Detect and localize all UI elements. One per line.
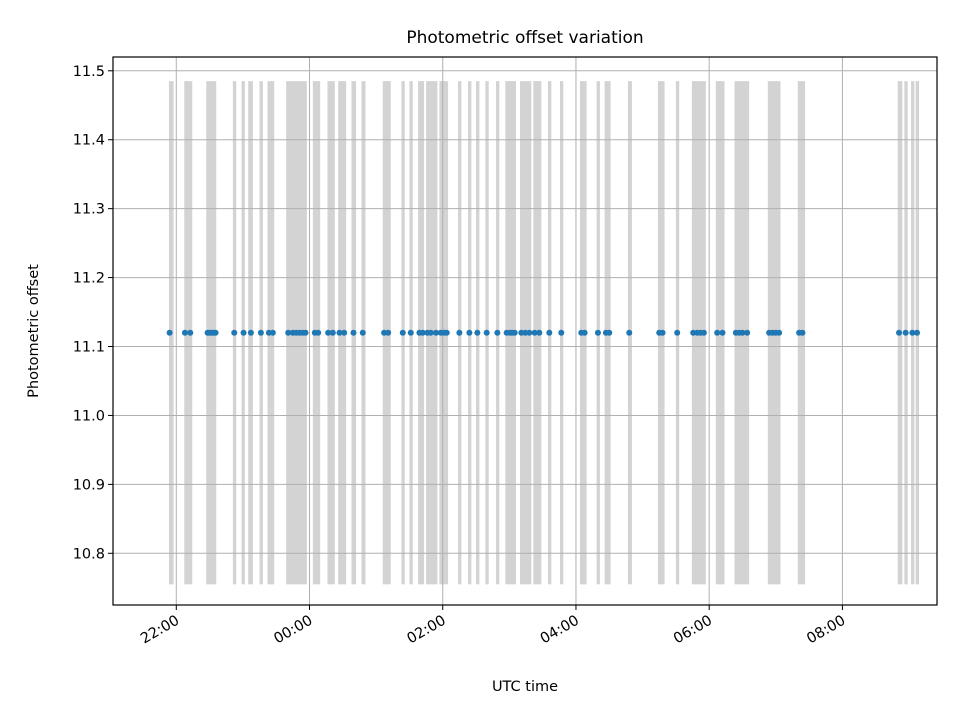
- data-point: [674, 329, 681, 336]
- data-point: [329, 329, 336, 336]
- data-point: [474, 329, 481, 336]
- y-axis-ticks: 10.8 10.9 11.0 11.1 11.2 11.3 11.4 11.5: [73, 64, 113, 562]
- data-point: [536, 329, 543, 336]
- data-point: [909, 329, 916, 336]
- y-tick-label: 11.5: [73, 64, 105, 80]
- data-point: [581, 329, 588, 336]
- data-point: [231, 329, 238, 336]
- x-tick-label: 00:00: [271, 613, 315, 648]
- data-point: [594, 329, 601, 336]
- y-tick-label: 11.3: [73, 202, 105, 218]
- data-point: [494, 329, 501, 336]
- data-point: [700, 329, 707, 336]
- data-point: [269, 329, 276, 336]
- data-point: [511, 329, 518, 336]
- x-tick-label: 08:00: [804, 613, 848, 648]
- data-point: [385, 329, 392, 336]
- x-axis-ticks: 22:00 00:00 02:00 04:00 06:00 08:00: [138, 605, 848, 647]
- data-point: [799, 329, 806, 336]
- x-tick-label: 02:00: [405, 613, 449, 648]
- data-point: [212, 329, 219, 336]
- data-point: [181, 329, 188, 336]
- data-point: [626, 329, 633, 336]
- y-axis-label: Photometric offset: [26, 264, 42, 398]
- data-point: [776, 329, 783, 336]
- data-point: [407, 329, 414, 336]
- data-point: [336, 329, 343, 336]
- data-point: [166, 329, 173, 336]
- data-point: [257, 329, 264, 336]
- data-point: [659, 329, 666, 336]
- x-tick-label: 06:00: [671, 613, 715, 648]
- plot-frame: [112, 56, 938, 606]
- data-point: [315, 329, 322, 336]
- x-tick-label: 04:00: [538, 613, 582, 648]
- data-point: [719, 329, 726, 336]
- data-point: [744, 329, 751, 336]
- y-tick-label: 11.1: [73, 340, 105, 356]
- data-point: [558, 329, 565, 336]
- data-point: [433, 329, 440, 336]
- data-point: [531, 329, 538, 336]
- data-point: [285, 329, 292, 336]
- observation-bands: [168, 81, 920, 585]
- data-point: [350, 329, 357, 336]
- y-tick-label: 11.0: [73, 408, 105, 424]
- data-point: [399, 329, 406, 336]
- y-tick-label: 11.2: [73, 271, 105, 287]
- y-tick-label: 10.8: [73, 546, 105, 562]
- data-point: [456, 329, 463, 336]
- data-point: [902, 329, 909, 336]
- data-point: [247, 329, 254, 336]
- data-point: [483, 329, 490, 336]
- data-point: [187, 329, 194, 336]
- data-point: [427, 329, 434, 336]
- data-points: [166, 329, 921, 336]
- data-point: [302, 329, 309, 336]
- data-point: [240, 329, 247, 336]
- data-point: [325, 329, 332, 336]
- y-tick-label: 10.9: [73, 477, 105, 493]
- data-point: [341, 329, 348, 336]
- chart-title: Photometric offset variation: [406, 28, 643, 48]
- data-point: [739, 329, 746, 336]
- data-point: [606, 329, 613, 336]
- data-point: [546, 329, 553, 336]
- data-point: [419, 329, 426, 336]
- data-point: [714, 329, 721, 336]
- data-point: [896, 329, 903, 336]
- data-point: [914, 329, 921, 336]
- data-point: [443, 329, 450, 336]
- x-tick-label: 22:00: [138, 613, 182, 648]
- y-tick-label: 11.4: [73, 133, 105, 149]
- data-point: [466, 329, 473, 336]
- data-point: [359, 329, 366, 336]
- data-point: [526, 329, 533, 336]
- x-axis-label: UTC time: [492, 679, 558, 695]
